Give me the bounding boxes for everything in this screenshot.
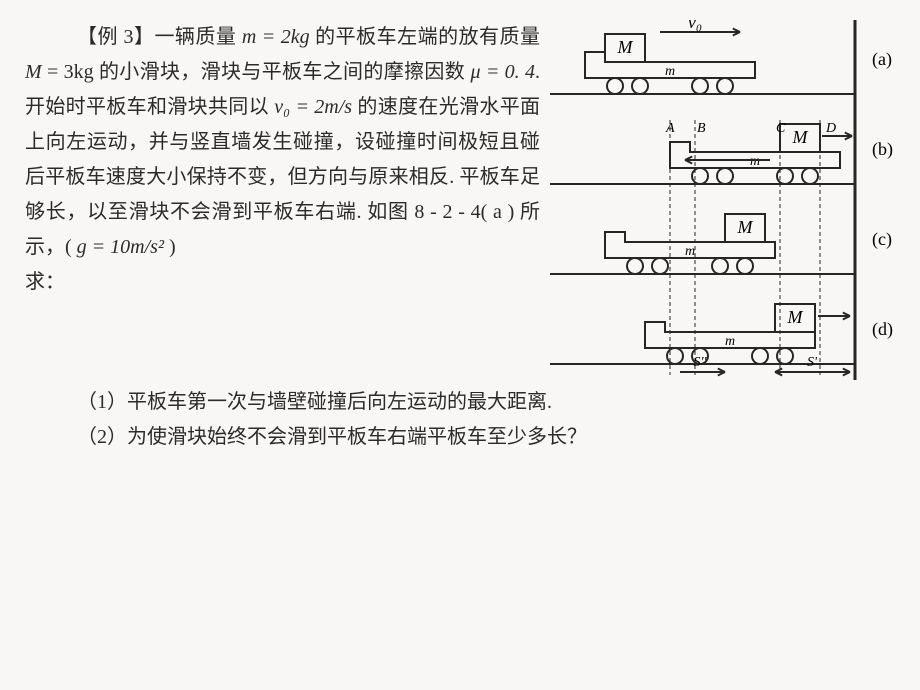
svg-text:(c): (c)	[872, 229, 892, 250]
svg-text:m: m	[685, 244, 695, 259]
t3: = 3kg 的小滑块，滑块与平板车之间的摩擦因数	[42, 61, 471, 83]
svg-text:M: M	[617, 37, 634, 57]
big-m: M	[25, 61, 42, 83]
mu-expr: μ = 0. 4	[470, 61, 535, 83]
svg-text:(a): (a)	[872, 49, 892, 70]
svg-text:M: M	[792, 127, 809, 147]
svg-text:B: B	[697, 121, 706, 136]
svg-text:(d): (d)	[872, 319, 893, 340]
question-2: （2）为使滑块始终不会滑到平板车右端平板车至少多长？	[25, 420, 895, 455]
svg-text:m: m	[750, 154, 760, 169]
physics-figure: m Mv₀ (a) m M A B C D (b) m M (c) m M (d) S'' S'	[550, 20, 895, 380]
svg-text:S'': S''	[694, 355, 708, 370]
svg-text:M: M	[737, 217, 754, 237]
t5: 的速度在光滑水平面上向左运动，并与竖直墙发生碰撞，设碰撞时间极短且碰后平板车速度…	[25, 96, 540, 258]
m-expr: m = 2kg	[242, 26, 310, 48]
figure-svg: m Mv₀ (a) m M A B C D (b) m M (c) m M (d) S'' S'	[550, 20, 895, 380]
svg-text:v₀: v₀	[688, 20, 702, 32]
svg-text:C: C	[776, 121, 786, 136]
t2: 的平板车左端的放有质量	[310, 26, 540, 48]
svg-text:m: m	[665, 64, 675, 79]
example-label: 【例 3】	[77, 26, 154, 48]
svg-text:m: m	[725, 334, 735, 349]
t6: )	[164, 236, 176, 258]
svg-text:D: D	[825, 121, 836, 136]
g-expr: g = 10m/s²	[77, 236, 164, 258]
t1: 一辆质量	[154, 26, 241, 48]
svg-text:M: M	[787, 307, 804, 327]
svg-text:A: A	[665, 121, 675, 136]
svg-text:(b): (b)	[872, 139, 893, 160]
svg-text:S': S'	[807, 355, 818, 370]
question-1: （1）平板车第一次与墙壁碰撞后向左运动的最大距离.	[25, 385, 895, 420]
v0-expr: v₀ = 2m/s	[274, 96, 352, 118]
